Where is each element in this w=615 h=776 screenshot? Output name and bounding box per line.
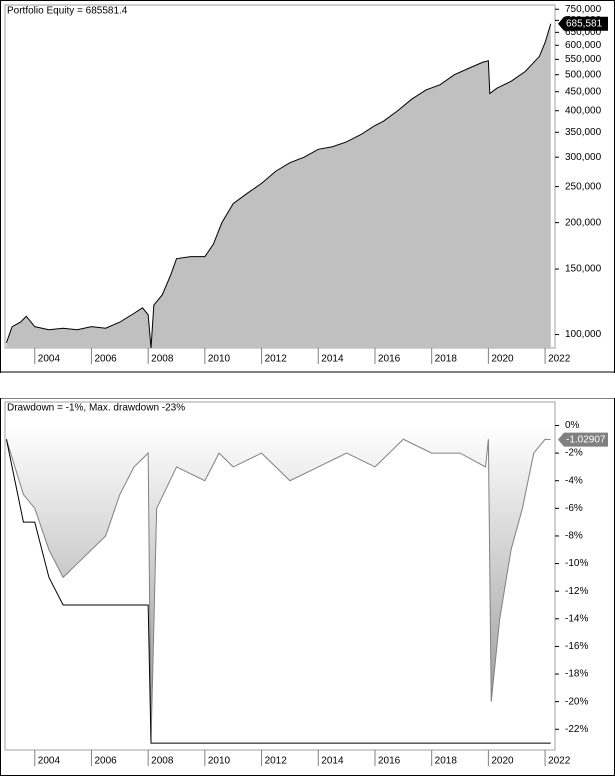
x-tick-label: 2016: [378, 354, 401, 365]
x-tick-label: 2020: [491, 354, 514, 365]
x-tick-label: 2006: [94, 354, 117, 365]
x-tick-label: 2020: [491, 756, 514, 767]
y-tick-label: -10%: [565, 558, 588, 569]
y-tick-label: -8%: [565, 531, 583, 542]
x-tick-label: 2012: [265, 354, 288, 365]
x-tick-label: 2010: [208, 354, 231, 365]
y-tick-label: -4%: [565, 475, 583, 486]
line: [5, 438, 551, 744]
y-tick-label: -14%: [565, 613, 588, 624]
y-tick-label: 750,000: [565, 4, 602, 15]
y-tick-label: -16%: [565, 641, 588, 652]
line: [5, 23, 552, 349]
y-tick-label: 500,000: [565, 69, 602, 80]
chart-title: Portfolio Equity = 685581.4: [7, 6, 128, 17]
panel-gap: [0, 373, 615, 398]
x-tick-label: 2008: [151, 354, 174, 365]
x-tick-label: 2008: [151, 756, 174, 767]
y-tick-label: -12%: [565, 586, 588, 597]
x-tick-label: 2014: [321, 354, 344, 365]
y-tick-label: 400,000: [565, 105, 602, 116]
x-tick-label: 2012: [265, 756, 288, 767]
line: [5, 439, 551, 744]
x-tick-label: 2018: [435, 354, 458, 365]
area-fill: [6, 23, 551, 349]
value-tag: [558, 432, 608, 447]
x-tick-label: 2004: [38, 756, 61, 767]
y-tick-label: 250,000: [565, 181, 602, 192]
x-tick-label: 2016: [378, 756, 401, 767]
x-tick-label: 2014: [321, 756, 344, 767]
y-tick-label: 550,000: [565, 54, 602, 65]
y-tick-label: 100,000: [565, 329, 602, 340]
y-tick-label: 650,000: [565, 27, 602, 38]
x-tick-label: 2006: [94, 756, 117, 767]
x-tick-label: 2022: [548, 354, 571, 365]
y-tick-label: -18%: [565, 669, 588, 680]
y-tick-label: -6%: [565, 503, 583, 514]
y-tick-label: 200,000: [565, 217, 602, 228]
x-tick-label: 2010: [208, 756, 231, 767]
value-tag-label: -1.02907: [566, 434, 606, 445]
y-tick-label: -2%: [565, 448, 583, 459]
area-fill: [6, 425, 551, 744]
x-tick-label: 2022: [548, 756, 571, 767]
y-tick-label: 600,000: [565, 40, 602, 51]
y-tick-label: 350,000: [565, 127, 602, 138]
value-tag-label: 685,581: [566, 18, 603, 29]
value-tag: [558, 16, 608, 31]
x-tick-label: 2004: [38, 354, 61, 365]
y-tick-label: 150,000: [565, 264, 602, 275]
y-tick-label: 450,000: [565, 86, 602, 97]
y-tick-label: 0%: [565, 420, 580, 431]
x-tick-label: 2018: [435, 756, 458, 767]
chart-title: Drawdown = -1%, Max. drawdown -23%: [7, 403, 185, 414]
y-tick-label: 300,000: [565, 152, 602, 163]
y-tick-label: -20%: [565, 696, 588, 707]
y-tick-label: -22%: [565, 724, 588, 735]
